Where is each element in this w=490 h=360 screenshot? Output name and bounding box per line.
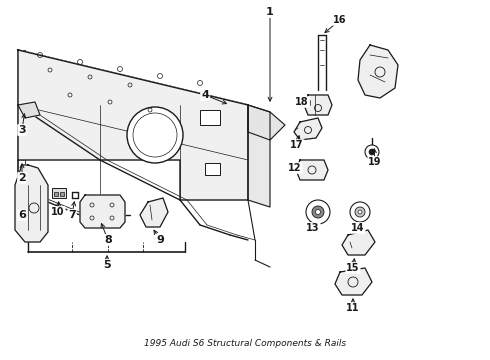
Bar [52, 188, 66, 198]
Text: 15: 15 [346, 263, 360, 273]
Polygon shape [304, 95, 332, 115]
Text: 10: 10 [51, 207, 65, 217]
Text: 6: 6 [18, 210, 26, 220]
Bar [54, 192, 58, 196]
Polygon shape [15, 165, 48, 242]
Text: 19: 19 [368, 157, 382, 167]
Text: 1995 Audi S6 Structural Components & Rails: 1995 Audi S6 Structural Components & Rai… [144, 339, 346, 348]
Text: 14: 14 [351, 223, 365, 233]
Polygon shape [18, 50, 248, 200]
Polygon shape [335, 268, 372, 295]
Polygon shape [342, 230, 375, 255]
Polygon shape [80, 195, 125, 228]
Circle shape [358, 210, 362, 214]
Text: 18: 18 [295, 97, 309, 107]
Text: 12: 12 [288, 163, 302, 173]
Bar [205, 163, 220, 175]
Polygon shape [358, 45, 398, 98]
Polygon shape [140, 198, 168, 227]
Text: 11: 11 [346, 303, 360, 313]
Text: 8: 8 [104, 235, 112, 245]
Circle shape [369, 149, 375, 155]
Text: 7: 7 [68, 210, 76, 220]
Text: 2: 2 [18, 173, 26, 183]
Text: 5: 5 [103, 260, 111, 270]
Circle shape [365, 145, 379, 159]
Bar [60, 192, 64, 196]
Polygon shape [248, 105, 285, 140]
Text: 3: 3 [18, 125, 26, 135]
Circle shape [350, 202, 370, 222]
Text: 9: 9 [156, 235, 164, 245]
Polygon shape [294, 118, 322, 140]
Polygon shape [296, 160, 328, 180]
Polygon shape [248, 105, 270, 207]
Text: 16: 16 [333, 15, 347, 25]
Text: 13: 13 [306, 223, 320, 233]
Polygon shape [18, 102, 40, 118]
Text: 1: 1 [266, 7, 274, 17]
Text: 17: 17 [290, 140, 304, 150]
Circle shape [316, 210, 320, 215]
Circle shape [355, 207, 365, 217]
Circle shape [127, 107, 183, 163]
Bar [200, 110, 220, 125]
Circle shape [312, 206, 324, 218]
Circle shape [306, 200, 330, 224]
Text: 4: 4 [201, 90, 209, 100]
